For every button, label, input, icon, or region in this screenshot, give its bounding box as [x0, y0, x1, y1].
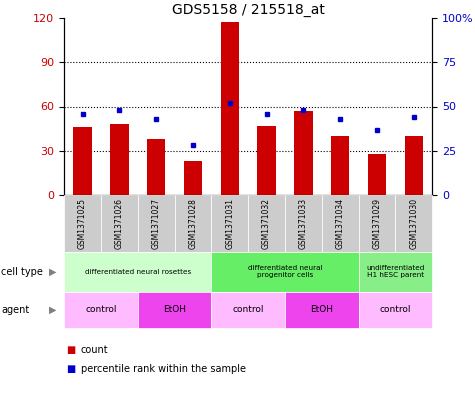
Text: GSM1371033: GSM1371033 [299, 198, 308, 249]
Text: agent: agent [1, 305, 29, 315]
Text: EtOH: EtOH [310, 305, 333, 314]
Text: undifferentiated
H1 hESC parent: undifferentiated H1 hESC parent [366, 266, 425, 279]
Text: ▶: ▶ [49, 305, 57, 315]
Bar [405, 136, 423, 195]
Text: control: control [232, 305, 264, 314]
Bar [73, 127, 92, 195]
Title: GDS5158 / 215518_at: GDS5158 / 215518_at [172, 3, 324, 17]
Bar [257, 126, 276, 195]
Text: control: control [380, 305, 411, 314]
Bar [331, 136, 350, 195]
Text: count: count [81, 345, 108, 354]
Bar [294, 111, 313, 195]
Text: ■: ■ [66, 364, 76, 374]
Text: GSM1371029: GSM1371029 [372, 198, 381, 249]
Text: ▶: ▶ [49, 267, 57, 277]
Text: ■: ■ [66, 345, 76, 354]
Bar [110, 124, 129, 195]
Text: cell type: cell type [1, 267, 43, 277]
Bar [184, 161, 202, 195]
Bar [368, 154, 386, 195]
Text: GSM1371028: GSM1371028 [189, 198, 198, 249]
Bar [220, 22, 239, 195]
Text: differentiated neural
progenitor cells: differentiated neural progenitor cells [248, 266, 322, 279]
Text: control: control [85, 305, 117, 314]
Text: GSM1371025: GSM1371025 [78, 198, 87, 249]
Text: EtOH: EtOH [163, 305, 186, 314]
Text: GSM1371031: GSM1371031 [225, 198, 234, 249]
Text: percentile rank within the sample: percentile rank within the sample [81, 364, 246, 374]
Text: GSM1371034: GSM1371034 [336, 198, 345, 249]
Text: GSM1371030: GSM1371030 [409, 198, 418, 249]
Text: differentiated neural rosettes: differentiated neural rosettes [85, 269, 191, 275]
Text: GSM1371027: GSM1371027 [152, 198, 161, 249]
Text: GSM1371026: GSM1371026 [115, 198, 124, 249]
Text: GSM1371032: GSM1371032 [262, 198, 271, 249]
Bar [147, 139, 165, 195]
